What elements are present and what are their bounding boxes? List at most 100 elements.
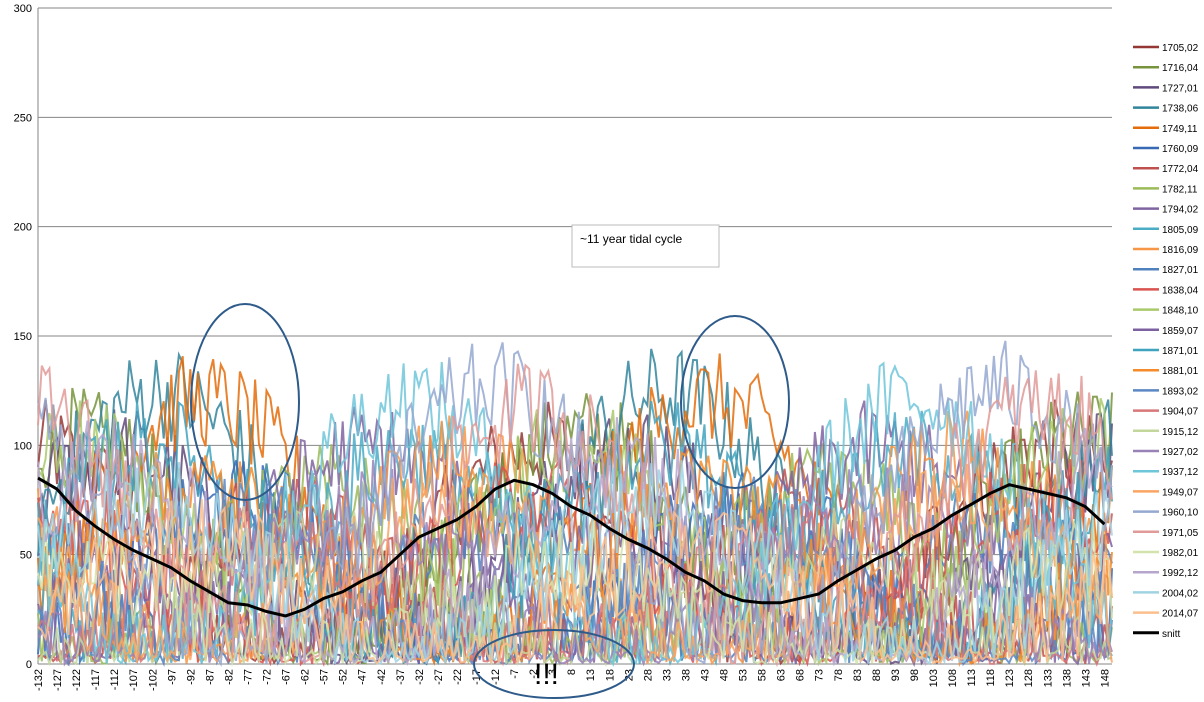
x-tick-label: 128 bbox=[1023, 669, 1035, 687]
x-tick-label: 38 bbox=[680, 669, 692, 681]
legend-label: 1816,09 bbox=[1162, 245, 1199, 256]
x-tick-label: -22 bbox=[452, 669, 464, 685]
x-tick-label: 18 bbox=[604, 669, 616, 681]
legend-label: 1982,01 bbox=[1162, 548, 1199, 559]
x-tick-label: 113 bbox=[966, 669, 978, 687]
x-tick-label: 73 bbox=[814, 669, 826, 681]
legend: 1705,02 1716,04 1727,01 1738,06 1749,11 1760,… bbox=[1133, 43, 1199, 640]
series-line-1982-01 bbox=[37, 519, 1113, 667]
x-tick-label: -47 bbox=[357, 669, 369, 685]
series-line-1949-07 bbox=[37, 460, 1113, 665]
x-tick-label: 78 bbox=[833, 669, 845, 681]
y-tick-label: 200 bbox=[14, 222, 32, 234]
x-tick-label: -92 bbox=[185, 669, 197, 685]
x-tick-label: -12 bbox=[490, 669, 502, 685]
legend-label: 1937,12 bbox=[1162, 467, 1199, 478]
legend-label: 1838,04 bbox=[1162, 285, 1199, 296]
x-tick-label: 48 bbox=[719, 669, 731, 681]
x-tick-label: 118 bbox=[985, 669, 997, 687]
x-tick-label: -37 bbox=[395, 669, 407, 685]
x-tick-label: 3 bbox=[547, 669, 559, 675]
x-tick-label: 28 bbox=[642, 669, 654, 681]
legend-label: 1749,11 bbox=[1162, 124, 1198, 135]
x-tick-label: -52 bbox=[338, 669, 350, 685]
series-line-2014-07 bbox=[37, 499, 1113, 667]
x-tick-label: -72 bbox=[262, 669, 274, 685]
y-tick-label: 300 bbox=[14, 3, 32, 15]
legend-label: 2014,07 bbox=[1162, 609, 1199, 620]
x-tick-label: 8 bbox=[566, 669, 578, 675]
x-tick-label: -27 bbox=[433, 669, 445, 685]
y-tick-label: 150 bbox=[14, 331, 32, 343]
annotations: ~11 year tidal cycle !!! bbox=[190, 224, 790, 699]
legend-label: 1881,01 bbox=[1162, 366, 1199, 377]
tidal-note-text: ~11 year tidal cycle bbox=[580, 232, 682, 246]
x-tick-label: -32 bbox=[414, 669, 426, 685]
x-tick-label: 98 bbox=[909, 669, 921, 681]
highlight-ellipse-right bbox=[680, 315, 790, 489]
legend-label: 1794,02 bbox=[1162, 205, 1199, 216]
x-tick-label: -2 bbox=[528, 669, 540, 679]
y-tick-label: 50 bbox=[20, 550, 32, 562]
tidal-note-box bbox=[571, 224, 720, 268]
x-tick-label: 103 bbox=[928, 669, 940, 687]
x-tick-label: 43 bbox=[699, 669, 711, 681]
legend-label: 1960,10 bbox=[1162, 508, 1199, 519]
x-tick-label: -97 bbox=[166, 669, 178, 685]
series-line-1816-09 bbox=[37, 410, 1113, 666]
y-tick-label: 0 bbox=[26, 659, 32, 671]
x-tick-label: -77 bbox=[242, 669, 254, 685]
legend-label: 1871,01 bbox=[1162, 346, 1199, 357]
x-tick-label: 58 bbox=[757, 669, 769, 681]
legend-label: 1927,02 bbox=[1162, 447, 1199, 458]
y-tick-label: 100 bbox=[14, 440, 32, 452]
x-axis: -132 -127 -122 -117 -112 -107 -102 -97 -92 -87 -82… bbox=[33, 669, 1111, 691]
x-tick-label: 143 bbox=[1080, 669, 1092, 687]
x-tick-label: 83 bbox=[852, 669, 864, 681]
legend-label: 1848,10 bbox=[1162, 306, 1199, 317]
x-tick-label: 33 bbox=[661, 669, 673, 681]
x-tick-label: -7 bbox=[509, 669, 521, 679]
legend-label: 1904,07 bbox=[1162, 407, 1199, 418]
legend-label: 1716,04 bbox=[1162, 63, 1199, 74]
x-tick-label: -57 bbox=[319, 669, 331, 685]
x-tick-label: -67 bbox=[281, 669, 293, 685]
x-tick-label: -17 bbox=[471, 669, 483, 685]
legend-label: 2004,02 bbox=[1162, 588, 1199, 599]
legend-label: 1971,05 bbox=[1162, 528, 1199, 539]
x-tick-label: 88 bbox=[871, 669, 883, 681]
series-line-1971-05 bbox=[37, 363, 1113, 668]
x-tick-label: 68 bbox=[795, 669, 807, 681]
exclamation-marks: !!! bbox=[534, 658, 559, 691]
legend-label: snitt bbox=[1162, 629, 1181, 640]
x-tick-label: -132 bbox=[33, 669, 45, 691]
x-tick-label: -42 bbox=[376, 669, 388, 685]
mean-line-layer bbox=[37, 476, 1106, 618]
x-tick-label: -82 bbox=[223, 669, 235, 685]
x-tick-label: -122 bbox=[71, 669, 83, 691]
x-tick-label: -127 bbox=[52, 669, 64, 691]
x-tick-label: 138 bbox=[1061, 669, 1073, 687]
x-tick-label: 133 bbox=[1042, 669, 1054, 687]
highlight-ellipse-bottom bbox=[473, 629, 635, 699]
legend-label: 1738,06 bbox=[1162, 104, 1199, 115]
series-line-1960-10 bbox=[37, 340, 1113, 668]
legend-label: 1827,01 bbox=[1162, 265, 1199, 276]
y-tick-label: 250 bbox=[14, 112, 32, 124]
legend-label: 1915,12 bbox=[1162, 427, 1199, 438]
x-tick-label: 108 bbox=[947, 669, 959, 687]
legend-label: 1805,09 bbox=[1162, 225, 1199, 236]
x-tick-label: 123 bbox=[1004, 669, 1016, 687]
x-tick-label: 93 bbox=[890, 669, 902, 681]
x-tick-label: 63 bbox=[776, 669, 788, 681]
legend-label: 1760,09 bbox=[1162, 144, 1199, 155]
legend-label: 1772,04 bbox=[1162, 164, 1199, 175]
legend-label: 1859,07 bbox=[1162, 326, 1199, 337]
plot-area bbox=[37, 340, 1113, 668]
x-tick-label: -117 bbox=[90, 669, 102, 690]
legend-label: 1727,01 bbox=[1162, 83, 1199, 94]
y-axis: 0 50 100 150 200 250 300 bbox=[14, 3, 39, 671]
x-tick-label: -107 bbox=[128, 669, 140, 691]
x-tick-label: 148 bbox=[1099, 669, 1111, 687]
